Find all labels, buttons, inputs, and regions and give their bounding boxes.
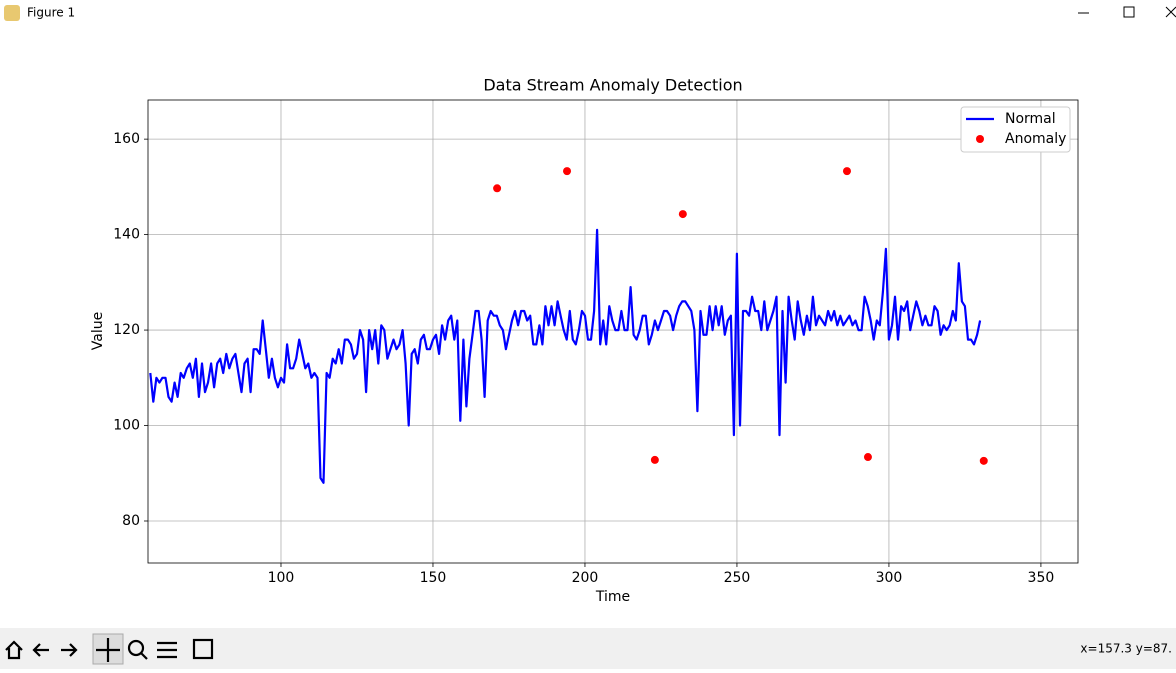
- close-button[interactable]: [1165, 6, 1176, 18]
- x-tick-label: 300: [876, 570, 903, 586]
- y-tick-label: 80: [122, 513, 140, 529]
- plot: [148, 100, 1078, 563]
- anomaly-point: [678, 210, 687, 219]
- anomaly-point: [842, 167, 851, 176]
- toolbar: [0, 628, 1176, 669]
- chart-title: Data Stream Anomaly Detection: [483, 76, 742, 95]
- x-tick-label: 350: [1028, 570, 1055, 586]
- y-tick-label: 160: [113, 131, 140, 147]
- anomaly-point: [563, 167, 572, 176]
- x-tick-label: 200: [572, 570, 599, 586]
- y-tick-label: 100: [113, 418, 140, 434]
- pan-icon: [96, 638, 120, 662]
- legend-label: Anomaly: [1005, 131, 1066, 147]
- back-button[interactable]: [32, 643, 49, 657]
- forward-button[interactable]: [61, 643, 78, 657]
- save-button[interactable]: [192, 638, 214, 660]
- data-line: [149, 228, 982, 484]
- x-tick-label: 100: [268, 570, 295, 586]
- configure-button[interactable]: [157, 641, 177, 659]
- status-text: x=157.3 y=87.: [1080, 642, 1172, 656]
- y-tick-label: 140: [113, 227, 140, 243]
- app-icon: [4, 5, 20, 21]
- x-tick-label: 150: [420, 570, 447, 586]
- window-title: Figure 1: [27, 6, 75, 20]
- axes-frame: [147, 99, 1079, 564]
- y-tick-label: 120: [113, 322, 140, 338]
- x-axis-label: Time: [595, 589, 630, 605]
- zoom-icon: [140, 652, 148, 660]
- zoom-button[interactable]: [127, 639, 145, 657]
- anomaly-point: [863, 453, 872, 462]
- anomaly-point: [650, 455, 659, 464]
- plot-area: [148, 100, 1078, 563]
- maximize-button[interactable]: [1123, 6, 1135, 18]
- anomaly-point: [493, 184, 502, 193]
- home-button[interactable]: [5, 640, 23, 660]
- x-tick-label: 250: [724, 570, 751, 586]
- legend-label: Normal: [1005, 111, 1056, 127]
- legend-marker: [976, 135, 984, 143]
- title-bar: [0, 0, 1176, 28]
- anomaly-point: [979, 456, 988, 465]
- y-axis-label: Value: [90, 312, 106, 350]
